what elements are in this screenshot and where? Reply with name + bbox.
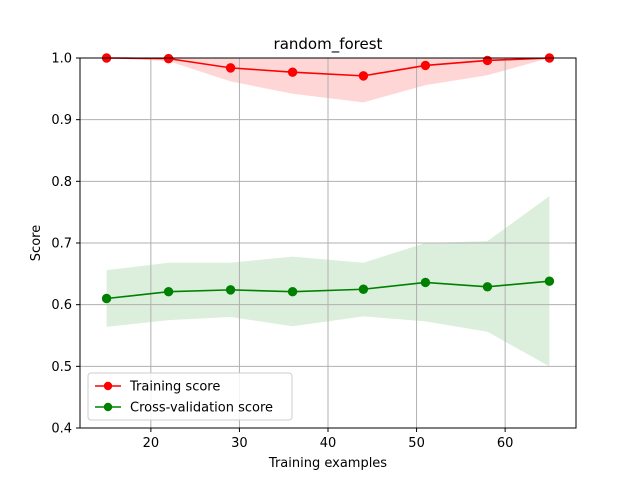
y-tick-label: 0.6 bbox=[51, 298, 72, 313]
legend-marker-0 bbox=[103, 381, 113, 391]
data-point bbox=[225, 63, 236, 73]
x-tick-label: 50 bbox=[408, 436, 425, 451]
data-point bbox=[358, 71, 369, 81]
data-point bbox=[101, 293, 112, 304]
data-point bbox=[287, 287, 298, 297]
data-point bbox=[420, 277, 431, 288]
legend-marker-1 bbox=[103, 402, 113, 412]
x-axis-label: Training examples bbox=[268, 456, 387, 471]
data-point bbox=[358, 284, 369, 294]
y-tick-label: 0.9 bbox=[51, 113, 72, 128]
x-tick-label: 60 bbox=[497, 436, 514, 451]
y-tick-label: 0.8 bbox=[51, 175, 72, 190]
y-axis-label: Score bbox=[29, 225, 44, 261]
x-tick-label: 30 bbox=[231, 436, 248, 451]
legend-label-0: Training score bbox=[129, 380, 220, 395]
y-tick-label: 0.5 bbox=[51, 360, 72, 375]
legend-box bbox=[87, 372, 293, 421]
data-point bbox=[420, 60, 431, 71]
x-tick-label: 40 bbox=[320, 436, 337, 451]
legend-label-1: Cross-validation score bbox=[130, 401, 273, 416]
y-tick-label: 1.0 bbox=[51, 52, 72, 67]
data-point bbox=[163, 53, 174, 64]
chart-title: random_forest bbox=[274, 35, 383, 54]
data-point bbox=[287, 67, 298, 77]
x-tick-label: 20 bbox=[143, 436, 160, 451]
data-point bbox=[163, 287, 174, 297]
data-point bbox=[482, 282, 493, 292]
series-line-1 bbox=[106, 280, 550, 300]
data-point bbox=[225, 285, 236, 295]
axis-ticks: 20 30 40 50 60 0.4 0.5 0.6 0.7 0.8 0.9 1.0 bbox=[51, 52, 513, 452]
data-point bbox=[544, 276, 555, 286]
y-tick-label: 0.4 bbox=[51, 422, 72, 437]
legend: Training score Cross-validation score bbox=[87, 372, 293, 421]
series-line-0 bbox=[106, 57, 550, 77]
y-tick-label: 0.7 bbox=[51, 237, 72, 252]
